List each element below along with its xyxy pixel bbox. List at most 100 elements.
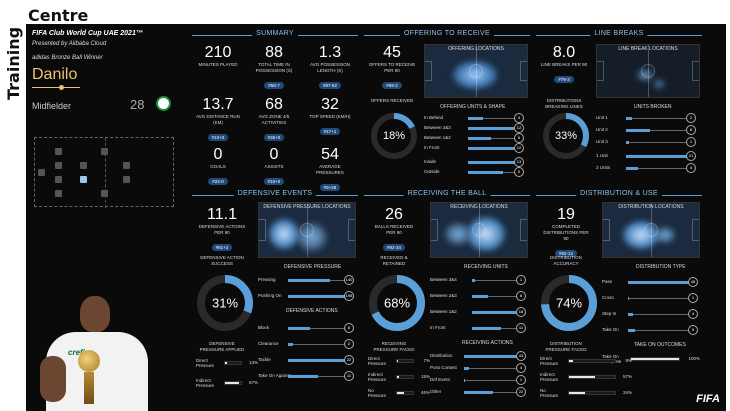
defensive-action-row: Block 8 (258, 323, 356, 333)
receiving-unit-row: Between 3&4 1 (430, 275, 528, 285)
offering-panel: OFFERING TO RECEIVE 45 OFFERS TO RECEIVE … (364, 30, 530, 198)
summary-stat: 88 TOTAL TIME IN POSSESSION (S) #58-7 (255, 44, 293, 89)
summary-title: SUMMARY (252, 30, 298, 37)
distribution-pressure-bar: Direct Pressure 9% (540, 356, 632, 366)
bronze-ball-trophy-icon (78, 350, 100, 372)
summary-stat: 0 GOALS #22-0 (208, 146, 228, 185)
presented-by: Presented by Alibaba Cloud (32, 41, 107, 47)
player-position: Midfielder (32, 101, 72, 111)
formation-player-dot (38, 169, 45, 176)
units-broken-row: 1 Unit 21 (596, 151, 696, 161)
offering-heatmap: OFFERING LOCATIONS (424, 44, 528, 98)
offering-units-title: OFFERING UNITS & SHAPE (440, 104, 506, 110)
line-breaks-title: LINE BREAKS (590, 30, 648, 37)
formation-player-dot (80, 162, 87, 169)
dist-breaking-label: DISTRIBUTIONS BREAKING LINES (545, 98, 583, 109)
distribution-pressure-title: DISTRIBUTION PRESSURE FACED (545, 341, 587, 352)
name-underline-dot (59, 85, 64, 90)
distribution-type-row: Pass 48 (602, 277, 700, 287)
distribution-pressure-bar: No Pressure 34% (540, 388, 632, 398)
receiving-title: RECEIVING THE BALL (403, 190, 491, 197)
formation-player-dot (55, 190, 62, 197)
receiving-pressure-bar: Indirect Pressure 15% (368, 372, 430, 382)
defensive-title: DEFENSIVE EVENTS (233, 190, 317, 197)
units-broken-row: 2 Units 4 (596, 163, 696, 173)
pressure-applied-bar: Indirect Pressure 87% (196, 378, 258, 388)
training-centre-logo: Training Centre (4, 4, 88, 104)
receiving-action-row: Other 22 (430, 387, 528, 397)
defensive-actions-stat: 11.1 DEFENSIVE ACTIONS PER 90 #81+2 (198, 206, 246, 251)
receiving-pressure-bar: No Pressure 46% (368, 388, 430, 398)
distribution-type-row: Take On 5 (602, 325, 700, 335)
offering-unit-row: In Front 12 (424, 143, 524, 153)
formation-player-dot (55, 162, 62, 169)
defensive-action-row: Clearance 2 (258, 339, 356, 349)
receiving-panel: RECEIVING THE BALL 26 BALLS RECEIVED PER … (364, 190, 530, 411)
receiving-unit-row: Between 2&3 6 (430, 291, 528, 301)
summary-stat: 13.7 AVG DISTANCE RUN (KM) #10+0 (196, 96, 240, 141)
offering-title: OFFERING TO RECEIVE (400, 30, 494, 37)
offers-stat: 45 OFFERS TO RECEIVE PER 90 #69-2 (368, 44, 416, 89)
event-title: FIFA Club World Cup UAE 2021™ (32, 30, 143, 37)
offers-received-donut: 18% (370, 112, 418, 160)
club-crest-icon (156, 96, 171, 111)
defensive-actions-title: DEFENSIVE ACTIONS (286, 308, 338, 314)
name-underline (32, 87, 80, 88)
player-photo: crefisa (40, 288, 160, 411)
balls-received-stat: 26 BALLS RECEIVED PER 90 #92-34 (374, 206, 414, 251)
distribution-type-title: DISTRIBUTION TYPE (636, 264, 686, 270)
player-number: 28 (130, 97, 145, 112)
player-name: Danilo (32, 66, 78, 83)
formation-player-dot (55, 148, 62, 155)
defensive-success-donut: 31% (196, 274, 254, 332)
accuracy-donut: 74% (540, 274, 598, 332)
receiving-units-title: RECEIVING UNITS (464, 264, 508, 270)
receiving-action-row: Distribution 43 (430, 351, 528, 361)
offering-unit-row: Between 2&3 12 (424, 123, 524, 133)
formation-player-dot (101, 148, 108, 155)
offering-shape-row: Inside 13 (424, 157, 524, 167)
offering-unit-row: In Behind 4 (424, 113, 524, 123)
defensive-pressure-title: DEFENSIVE PRESSURE (284, 264, 342, 270)
receiving-action-row: Poss Contest 4 (430, 363, 528, 373)
retained-donut: 68% (368, 274, 426, 332)
distribution-panel: DISTRIBUTION & USE 19 COMPLETED DISTRIBUT… (536, 190, 702, 411)
formation-player-dot (123, 162, 130, 169)
distribution-type-row: Cross 1 (602, 293, 700, 303)
receiving-pressure-bar: Direct Pressure 7% (368, 356, 430, 366)
fifa-logo: FIFA (696, 393, 720, 405)
stats-board: FIFA Club World Cup UAE 2021™ Presented … (26, 24, 726, 411)
formation-player-dot (101, 190, 108, 197)
formation-player-dot (123, 176, 130, 183)
distribution-pressure-bar: Indirect Pressure 57% (540, 372, 632, 382)
receiving-pressure-title: RECEIVING PRESSURE FACED (373, 341, 415, 352)
offers-received-label: OFFERS RECEIVED (370, 98, 414, 103)
units-broken-title: UNITS BROKEN (634, 104, 672, 110)
line-break-heatmap: LINE BREAK LOCATIONS (596, 44, 700, 98)
defensive-action-row: Tackle 22 (258, 355, 356, 365)
receiving-actions-title: RECEIVING ACTIONS (462, 340, 513, 346)
defensive-success-label: DEFENSIVE ACTION SUCCESS (200, 255, 244, 266)
brand-word-training: Training (4, 26, 23, 100)
distribution-title: DISTRIBUTION & USE (576, 190, 662, 197)
pressure-applied-title: DEFENSIVE PRESSURE APPLIED (199, 341, 245, 352)
distribution-heatmap: DISTRIBUTION LOCATIONS (602, 202, 700, 258)
formation-pitch (34, 137, 174, 208)
line-breaks-stat: 8.0 LINE BREAKS PER 90 #79-3 (540, 44, 588, 83)
summary-stat: 68 AVG ZONE 4/5 ACTIVITIES #36+0 (258, 96, 290, 141)
offering-unit-row: Between 1&2 6 (424, 133, 524, 143)
offering-shape-row: Outside 9 (424, 167, 524, 177)
pressure-applied-bar: Direct Pressure 13% (196, 358, 258, 368)
defensive-heatmap: DEFENSIVE PRESSURE LOCATIONS (258, 202, 356, 258)
receiving-heatmap: RECEIVING LOCATIONS (430, 202, 528, 258)
formation-player-dot (55, 176, 62, 183)
defensive-panel: DEFENSIVE EVENTS 11.1 DEFENSIVE ACTIONS P… (192, 190, 358, 411)
receiving-unit-row: In Front 11 (430, 323, 528, 333)
retained-label: RECEIVED & RETAINED (380, 255, 408, 266)
summary-stat: 32 TOP SPEED (KM/H) #47+1 (309, 96, 351, 135)
award-label: adidas Bronze Ball Winner (32, 55, 103, 61)
dist-breaking-donut: 33% (542, 112, 590, 160)
